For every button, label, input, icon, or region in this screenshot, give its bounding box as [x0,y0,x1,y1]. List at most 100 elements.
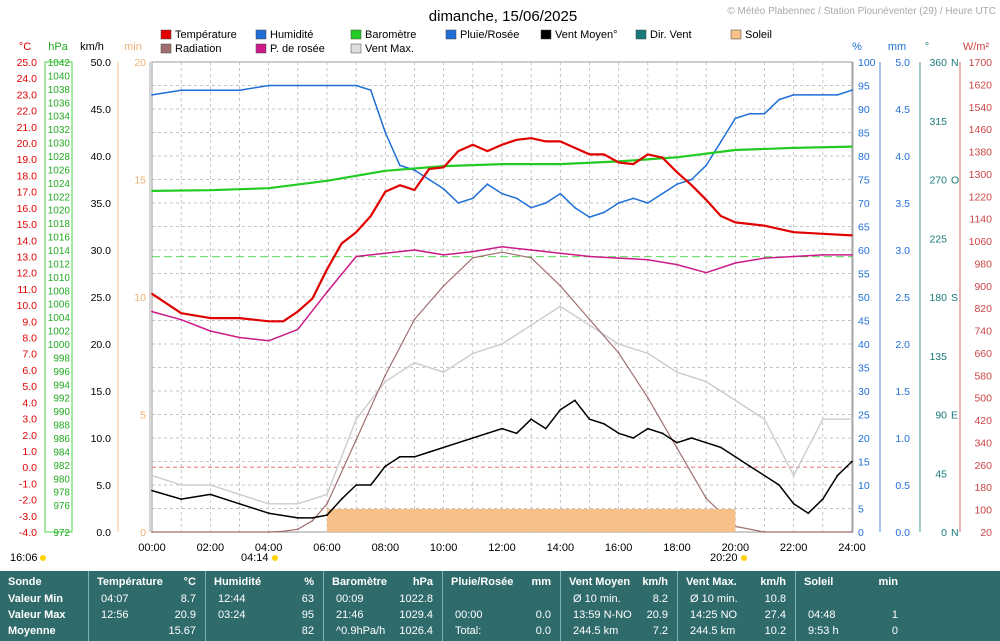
stats-time: 04:07 [101,593,129,605]
series-point [763,531,766,533]
radiation-tick-label: 1460 [969,124,993,136]
series-point [282,530,285,533]
series-point [457,202,460,204]
sunshine-bar [356,509,386,532]
time-tick-label: 08:00 [372,542,400,554]
axis-units: °C hPa km/h min% mm ° W/m² [19,41,990,53]
series-point [267,339,270,342]
axis-unit-label: hPa [48,41,68,53]
series-point [661,192,664,195]
series-point [705,380,708,383]
radiation-tick-label: 100 [974,505,992,517]
rain-tick-label: 2.0 [895,339,910,351]
series-point [676,447,678,449]
direction-tick-label: 360 [929,57,947,69]
axis-unit-label: % [852,41,862,53]
legend-label: Vent Max. [365,43,414,55]
temp-tick-label: 11.0 [17,284,37,296]
legend-label: Baromètre [365,29,416,41]
series-point [690,178,693,181]
legend-label: Dir. Vent [650,29,692,41]
time-tick-label: 10:00 [430,542,458,554]
series-point [428,451,430,453]
stats-time: 12:56 [101,609,129,621]
humidity-tick-label: 30 [858,386,870,398]
series-point [296,502,299,505]
series-point [267,531,270,533]
time-tick-label: 00:00 [138,542,166,554]
baro-axis-frame [44,61,73,533]
series-point [705,164,708,167]
temp-tick-label: 1.0 [22,446,37,458]
series-point [355,231,358,234]
sun-tick-label: 5 [140,410,146,422]
radiation-tick-label: 1300 [969,169,993,181]
series-point [501,427,503,430]
series-point [267,187,270,190]
humidity-tick-label: 35 [858,363,870,375]
series-point [384,190,387,193]
weather-chart: dimanche, 15/06/2025 © Météo Plabennec /… [10,6,996,564]
baro-tick-label: 1014 [48,246,71,257]
baro-tick-label: 1016 [48,233,71,244]
series-point [355,438,358,441]
series-point [340,498,343,500]
time-tick-label: 20:00 [722,542,750,554]
series-point [471,197,474,200]
sun-events: 16:06 04:14 20:20 [10,552,747,564]
baro-tick-label: 1026 [48,165,71,176]
stats-time: 00:00 [455,609,483,621]
time-tick-label: 02:00 [197,542,225,554]
series-point [486,432,489,435]
series-point [326,291,328,294]
baro-tick-label: 1022 [48,192,71,203]
series-point [151,292,153,295]
stats-time: Total: [455,625,482,637]
series-point [617,352,620,354]
series-point [326,503,328,505]
stats-column: Soleil min 04:48 1 9:53 h 0 [795,571,908,641]
legend-swatch [255,29,267,40]
stats-value: 0 [891,625,898,637]
sunshine-bar [472,509,502,532]
series-point [559,252,562,255]
series-point [267,502,270,505]
temp-tick-label: 12.0 [17,268,38,280]
temp-tick-label: 0.0 [22,462,37,474]
sun-tick-label: 20 [134,57,146,69]
series-point [296,517,299,519]
baro-tick-label: 1006 [48,300,71,311]
series-point [413,455,416,458]
rain-tick-label: 1.5 [895,386,910,398]
wind-tick-label: 40.0 [91,151,112,163]
series-point [530,249,533,251]
series-point [588,318,591,321]
legend-label: P. de rosée [270,43,325,55]
series-point [399,184,401,187]
series-point [501,245,503,248]
series-point [544,140,547,143]
series-point [384,374,387,377]
series-point [530,206,533,209]
baro-tick-label: 1010 [48,273,71,284]
series-point [792,231,795,234]
series-point [267,512,270,515]
baro-tick-label: 1034 [48,112,71,123]
series-point [530,418,533,421]
baro-tick-label: 988 [53,421,70,432]
series-point [574,206,576,209]
baro-tick-label: 990 [53,407,70,418]
direction-letter-label: S [951,292,958,304]
humidity-tick-label: 50 [858,292,870,304]
time-tick-label: 06:00 [313,542,341,554]
series-point [209,89,212,92]
legend: Température Humidité Baromètre Pluie/Rosée V… [160,29,772,55]
axes: 25.0 24.0 23.0 22.0 21.0 20.0 19.0 18.0 17.0 16.0… [17,57,993,554]
direction-letter-label: N [951,527,959,539]
stats-row-label: Valeur Max [8,609,66,621]
series-point [311,517,314,519]
stats-time: Ø 10 min. [573,593,621,605]
series-point [369,215,372,217]
sun-icon [40,555,46,561]
time-tick-label: 24:00 [838,542,866,554]
